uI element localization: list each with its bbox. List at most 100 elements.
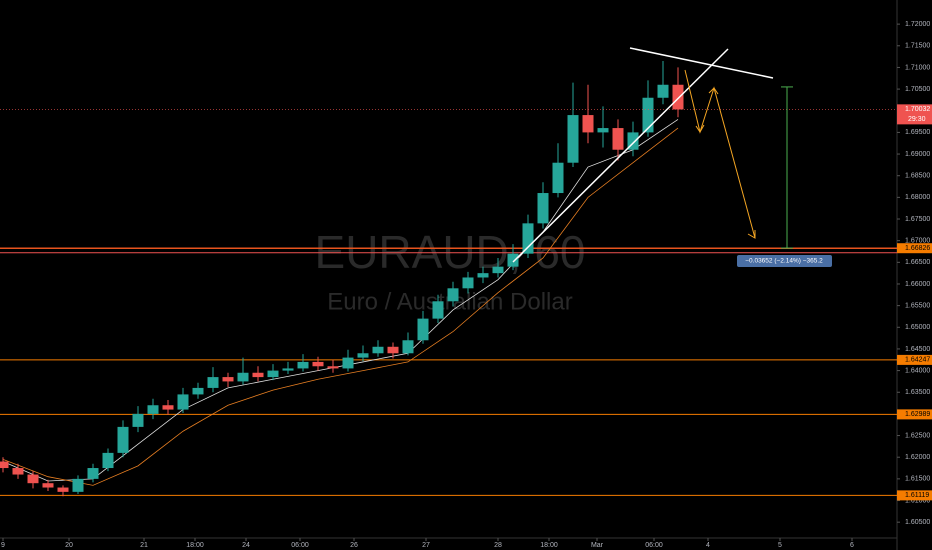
candle-body [237, 372, 249, 382]
x-tick-label: 5 [778, 542, 782, 549]
candle-body [102, 452, 114, 469]
level-label-box [897, 490, 932, 501]
y-tick-label: 1.70500 [905, 86, 930, 93]
candle-body [507, 253, 519, 267]
y-tick-label: 1.69000 [905, 151, 930, 158]
candle-body [537, 193, 549, 224]
candle-body [417, 318, 429, 341]
measure-label-box [737, 255, 832, 268]
candle-body [612, 128, 624, 150]
y-tick-label: 1.61500 [905, 476, 930, 483]
candle-body [57, 487, 69, 492]
candle-body [192, 387, 204, 395]
trend-line [629, 47, 774, 79]
candle-body [462, 277, 474, 289]
x-tick-label: 28 [494, 542, 502, 549]
x-tick-label: Mar [591, 542, 604, 549]
candle-body [597, 128, 609, 133]
level-label-box [897, 409, 932, 420]
candle-body [132, 413, 144, 427]
candle-body [327, 366, 339, 369]
candle-body [282, 368, 294, 371]
candle-body [222, 377, 234, 382]
y-tick-label: 1.66500 [905, 259, 930, 266]
arrow-head [708, 87, 719, 95]
y-tick-label: 1.67500 [905, 216, 930, 223]
level-label: 1.64247 [905, 357, 930, 364]
level-label: 1.61119 [905, 492, 929, 499]
candle-body [567, 115, 579, 163]
y-tick-label: 1.62500 [905, 432, 930, 439]
y-tick-label: 1.60500 [905, 519, 930, 526]
x-tick-label: 18:00 [540, 542, 558, 549]
arrow-head [695, 124, 705, 133]
candle-body [627, 132, 639, 150]
countdown: 29:30 [908, 116, 926, 123]
x-tick-label: 9 [1, 542, 5, 549]
candle-body [252, 372, 264, 378]
y-tick-label: 1.72000 [905, 21, 930, 28]
last-price-label: 1.70032 [905, 106, 930, 113]
candle-body [72, 478, 84, 492]
price-axis: 1.72000 1.71500 1.71000 1.70500 1.69500 1.690… [1, 21, 932, 549]
drawings [512, 47, 774, 263]
y-tick-label: 1.66000 [905, 281, 930, 288]
y-tick-label: 1.67000 [905, 238, 930, 245]
x-tick-label: 06:00 [645, 542, 663, 549]
level-label-box [897, 243, 932, 254]
moving-average [2, 119, 679, 482]
candle-body [432, 301, 444, 319]
candle-body [447, 288, 459, 302]
y-tick-label: 1.65500 [905, 302, 930, 309]
candle-body [267, 370, 279, 378]
candle-body [0, 461, 9, 469]
candle-body [402, 340, 414, 354]
candle-body [372, 346, 384, 354]
y-tick-label: 1.71500 [905, 43, 930, 50]
y-tick-label: 1.65000 [905, 324, 930, 331]
candle-body [117, 426, 129, 453]
candle-body [42, 483, 54, 488]
candle-body [492, 266, 504, 274]
level-label: 1.66826 [905, 245, 930, 252]
candle-body [357, 353, 369, 358]
x-tick-label: 21 [140, 542, 148, 549]
x-tick-label: 24 [242, 542, 250, 549]
x-tick-label: 4 [706, 542, 710, 549]
x-tick-label: 27 [422, 542, 430, 549]
x-tick-label: 18:00 [186, 542, 204, 549]
candle-body [27, 474, 39, 484]
candle-body [582, 115, 594, 133]
y-tick-label: 1.63500 [905, 389, 930, 396]
last-price-box [897, 104, 932, 125]
y-tick-label: 1.61000 [905, 497, 930, 504]
projection-path [684, 69, 756, 239]
x-tick-label: 20 [65, 542, 73, 549]
candle-body [657, 84, 669, 98]
y-tick-label: 1.64000 [905, 367, 930, 374]
moving-average [2, 127, 679, 486]
plot: −0.03652 (−2.14%) −365.2 [0, 60, 897, 497]
y-tick-label: 1.68500 [905, 173, 930, 180]
candle-body [207, 377, 219, 388]
arrow-head [747, 230, 756, 239]
candle-body [642, 97, 654, 133]
y-tick-label: 1.68000 [905, 194, 930, 201]
candle-body [162, 405, 174, 410]
y-tick-label: 1.71000 [905, 64, 930, 71]
measure-label: −0.03652 (−2.14%) −365.2 [745, 258, 823, 265]
y-tick-label: 1.64500 [905, 346, 930, 353]
candle-body [342, 357, 354, 369]
candle-body [177, 394, 189, 410]
candle-body [672, 84, 684, 110]
candle-body [297, 361, 309, 369]
y-tick-label: 1.62000 [905, 454, 930, 461]
candle-body [552, 162, 564, 194]
x-tick-label: 06:00 [291, 542, 309, 549]
x-tick-label: 26 [350, 542, 358, 549]
y-tick-label: 1.69500 [905, 129, 930, 136]
candle-body [12, 468, 24, 475]
candle-body [387, 346, 399, 354]
